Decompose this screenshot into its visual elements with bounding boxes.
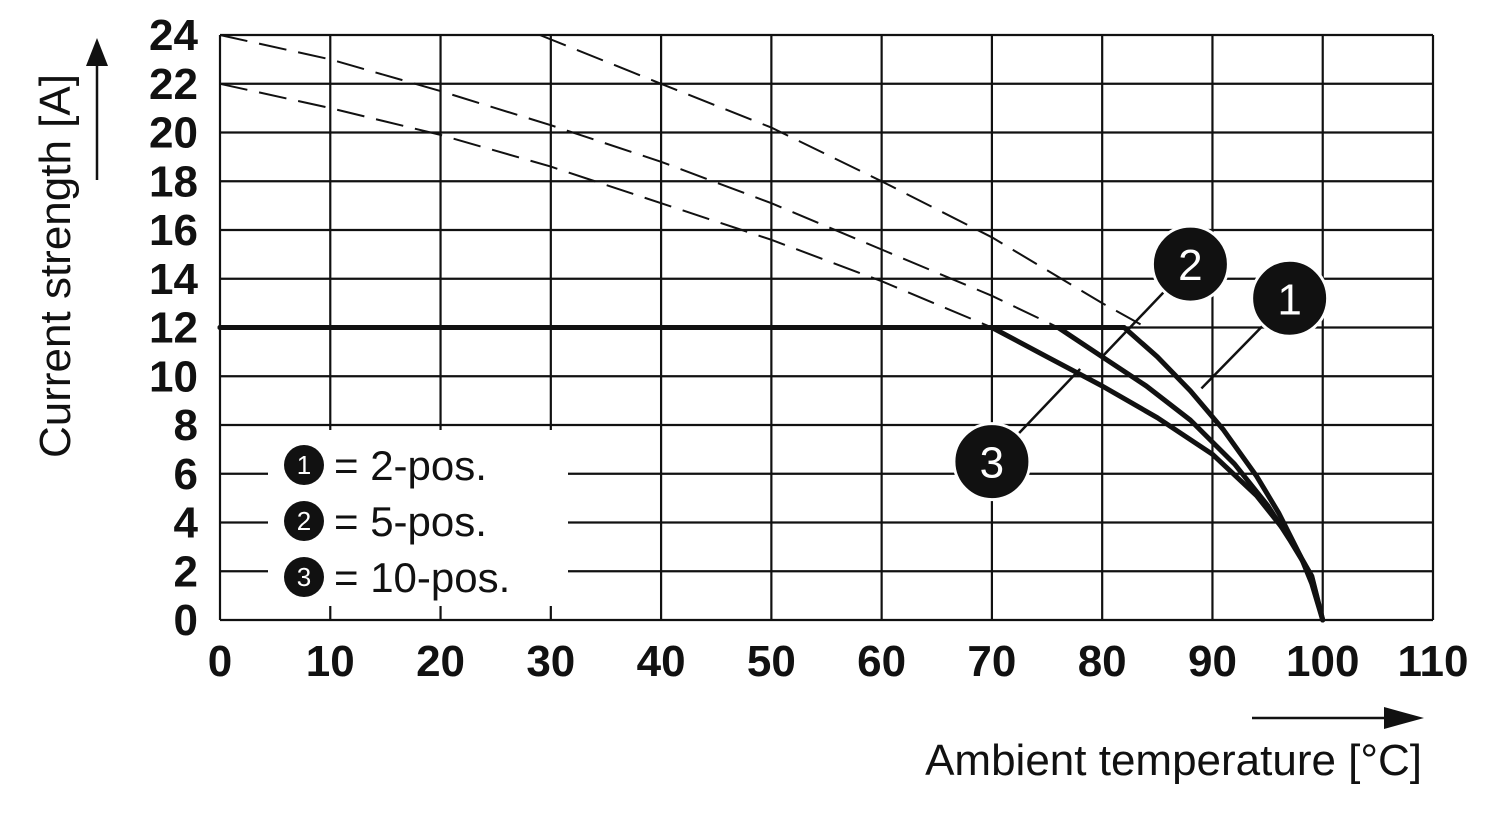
y-tick-label: 18	[149, 157, 198, 206]
legend-entry-label: = 5-pos.	[334, 498, 487, 545]
x-tick-label: 20	[416, 637, 465, 686]
x-tick-label: 30	[526, 637, 575, 686]
x-tick-label: 100	[1286, 637, 1359, 686]
legend-marker-badge	[284, 501, 324, 541]
y-tick-label: 2	[174, 547, 198, 596]
y-tick-label: 0	[174, 596, 198, 645]
plot-grid	[218, 33, 1435, 622]
marker-label: 3	[980, 439, 1004, 488]
legend-entries: 1 = 2-pos. 2 = 5-pos. 3 = 10-pos.	[284, 442, 510, 601]
y-tick-label: 6	[174, 450, 198, 499]
legend-marker-badge	[284, 445, 324, 485]
y-tick-label: 20	[149, 109, 198, 158]
y-tick-label: 16	[149, 206, 198, 255]
y-axis-title-group: Current strength [A]	[31, 38, 108, 458]
marker-label: 1	[1277, 275, 1301, 324]
x-tick-label: 50	[747, 637, 796, 686]
legend-entry-label: = 2-pos.	[334, 442, 487, 489]
y-tick-label: 4	[174, 499, 199, 548]
legend-marker-label: 2	[297, 506, 311, 536]
marker-badge	[952, 422, 1032, 502]
tick-labels: 0 10 20 30 40 50 60 70 80 90 100 110024681012141618…	[149, 11, 1468, 686]
x-tick-label: 0	[208, 637, 232, 686]
x-tick-label: 10	[306, 637, 355, 686]
x-tick-label: 60	[857, 637, 906, 686]
y-tick-label: 14	[149, 255, 198, 304]
x-tick-label: 80	[1078, 637, 1127, 686]
x-axis-arrow-icon	[1384, 707, 1424, 729]
solid-curve-3	[217, 325, 1326, 623]
y-tick-label: 8	[174, 401, 198, 450]
x-axis-title-group: Ambient temperature [°C]	[925, 707, 1424, 785]
legend-box: 1 = 2-pos. 2 = 5-pos. 3 = 10-pos.	[268, 430, 568, 606]
curve-markers: 1 2 3	[952, 224, 1330, 502]
dashed-curve-2	[219, 34, 1059, 329]
y-tick-label: 24	[149, 11, 198, 60]
y-tick-label: 22	[149, 60, 198, 109]
dashed-curve-1	[539, 34, 1147, 329]
y-axis-arrow-icon	[86, 38, 108, 66]
x-axis-title: Ambient temperature [°C]	[925, 736, 1422, 785]
x-tick-label: 110	[1398, 637, 1469, 686]
y-tick-label: 10	[149, 352, 198, 401]
x-tick-label: 70	[967, 637, 1016, 686]
x-tick-label: 40	[637, 637, 686, 686]
dashed-curve-3	[219, 82, 993, 329]
x-tick-label: 90	[1188, 637, 1237, 686]
legend-marker-label: 3	[297, 562, 311, 592]
marker-badge	[1250, 258, 1330, 338]
dashed-curves	[219, 34, 1147, 329]
marker-label: 2	[1178, 241, 1202, 290]
marker-badge	[1150, 224, 1230, 304]
y-axis-title: Current strength [A]	[31, 74, 80, 458]
solid-curves	[217, 325, 1326, 623]
legend-marker-label: 1	[297, 450, 311, 480]
y-tick-label: 12	[149, 304, 198, 353]
legend-entry-label: = 10-pos.	[334, 554, 510, 601]
legend-marker-badge	[284, 557, 324, 597]
